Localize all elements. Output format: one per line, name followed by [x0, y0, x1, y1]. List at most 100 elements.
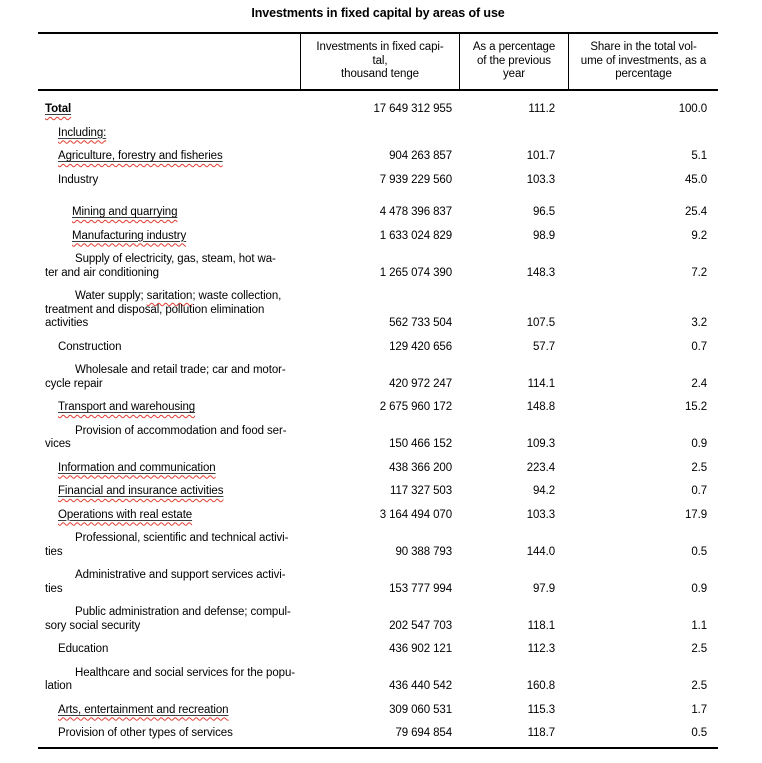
row-label: Including:	[38, 127, 300, 141]
investments-value: 438 366 200	[389, 461, 452, 474]
share-value: 0.5	[691, 545, 707, 558]
investments-value: 1 633 024 829	[379, 229, 452, 242]
pct-previous-year-value: 118.7	[527, 727, 556, 739]
row-label: Education	[38, 643, 300, 657]
table-row: Mining and quarrying 4 478 396 837 96.5 …	[38, 206, 718, 220]
row-label: Mining and quarrying	[38, 206, 300, 220]
table-row: Supply of electricity, gas, steam, hot w…	[38, 253, 718, 280]
investments-table: Investments in fixed capi- tal, thousand…	[38, 32, 718, 749]
table-title: Investments in fixed capital by areas of…	[251, 6, 505, 20]
col-header-pct-previous-year: As a percentage of the previous year	[459, 34, 568, 89]
table-row: Public administration and defense; compu…	[38, 606, 718, 633]
share-value: 7.2	[691, 266, 707, 279]
investments-value: 7 939 229 560	[379, 173, 452, 186]
row-label: Agriculture, forestry and fisheries	[38, 150, 300, 164]
label-text: Provision of other types of services	[58, 727, 233, 739]
share-value: 100.0	[678, 103, 707, 115]
investments-value: 309 060 531	[389, 703, 452, 716]
share-value: 1.1	[691, 619, 707, 632]
row-label: Industry	[38, 174, 300, 188]
table-row: Provision of other types of services 79 …	[38, 727, 718, 741]
investments-value: 202 547 703	[389, 619, 452, 632]
investments-value: 79 694 854	[395, 727, 452, 739]
share-value: 2.5	[691, 643, 707, 655]
investments-value: 153 777 994	[389, 582, 452, 595]
pct-previous-year-value: 103.3	[526, 508, 555, 521]
label-text: ; waste collection, treatment and dispos…	[45, 290, 282, 329]
table-row: Construction 129 420 656 57.7 0.7	[38, 341, 718, 355]
pct-previous-year-value: 148.3	[526, 266, 555, 279]
investments-value: 436 902 121	[389, 643, 452, 655]
misspelled-underlined-text: Mining and quarrying	[72, 206, 178, 218]
row-label: Total	[38, 103, 300, 117]
pct-previous-year-value: 148.8	[526, 401, 555, 413]
table-body: Total 17 649 312 955 111.2 100.0 Includi…	[38, 91, 718, 749]
label-text: Water supply;	[75, 290, 147, 302]
label-text: Healthcare and social services for the p…	[45, 666, 295, 693]
col-header-areas	[38, 34, 300, 89]
table-row: Healthcare and social services for the p…	[38, 667, 718, 694]
label-text: Education	[58, 643, 109, 655]
row-label: Operations with real estate	[38, 509, 300, 523]
misspelled-underlined-text: Operations with real estate	[58, 508, 193, 521]
misspelled-underlined-text: Manufacturing industry	[72, 229, 187, 242]
share-value: 9.2	[691, 229, 707, 242]
investments-value: 90 388 793	[395, 545, 452, 558]
pct-previous-year-value: 57.7	[533, 340, 555, 353]
row-label: Financial and insurance activities	[38, 485, 300, 499]
misspelled-underlined-text: Total	[45, 103, 72, 115]
investments-value: 150 466 152	[389, 438, 452, 450]
share-value: 3.2	[691, 317, 707, 329]
pct-previous-year-value: 114.1	[527, 377, 556, 390]
investments-value: 117 327 503	[390, 485, 452, 497]
pct-previous-year-value: 144.0	[526, 545, 555, 558]
share-value: 0.7	[691, 340, 707, 353]
table-row: Transport and warehousing 2 675 960 172 …	[38, 401, 718, 415]
row-label: Administrative and support services acti…	[38, 569, 300, 596]
table-row: Financial and insurance activities 117 3…	[38, 485, 718, 499]
table-row: Provision of accommodation and food ser-…	[38, 425, 718, 452]
pct-previous-year-value: 101.7	[526, 150, 555, 162]
table-row: Wholesale and retail trade; car and moto…	[38, 364, 718, 391]
investments-value: 904 263 857	[389, 150, 452, 162]
investments-value: 420 972 247	[389, 377, 452, 390]
share-value: 0.5	[691, 727, 707, 739]
share-value: 2.5	[691, 680, 707, 692]
table-row: Information and communication 438 366 20…	[38, 462, 718, 476]
misspelled-underlined-text: Including:	[58, 126, 107, 139]
label-text: Professional, scientific and technical a…	[45, 532, 289, 558]
label-text: Construction	[58, 340, 122, 353]
share-value: 0.9	[691, 582, 707, 595]
pct-previous-year-value: 109.3	[526, 438, 555, 450]
label-text: Wholesale and retail trade; car and moto…	[45, 364, 286, 390]
pct-previous-year-value: 98.9	[533, 229, 555, 242]
investments-value: 1 265 074 390	[379, 266, 452, 279]
share-value: 0.9	[691, 438, 707, 450]
pct-previous-year-value: 96.5	[533, 206, 555, 218]
table-row: Agriculture, forestry and fisheries 904 …	[38, 150, 718, 164]
row-label: Information and communication	[38, 462, 300, 476]
misspelled-underlined-text: Information and communication	[58, 461, 216, 474]
table-row: Administrative and support services acti…	[38, 569, 718, 596]
share-value: 5.1	[691, 150, 707, 162]
investments-value: 17 649 312 955	[373, 103, 452, 115]
share-value: 17.9	[685, 508, 707, 521]
misspelled-underlined-text: Financial and insurance activities	[58, 485, 224, 497]
table-row: Industry 7 939 229 560 103.3 45.0	[38, 174, 718, 188]
share-value: 1.7	[691, 703, 707, 716]
table-row: Education 436 902 121 112.3 2.5	[38, 643, 718, 657]
table-row: Water supply; saritation; waste collecti…	[38, 290, 718, 331]
col-header-investments: Investments in fixed capi- tal, thousand…	[300, 34, 459, 89]
row-label: Healthcare and social services for the p…	[38, 667, 300, 694]
pct-previous-year-value: 111.2	[528, 103, 555, 115]
table-row: Total 17 649 312 955 111.2 100.0	[38, 103, 718, 117]
row-label: Construction	[38, 341, 300, 355]
table-row: Manufacturing industry 1 633 024 829 98.…	[38, 230, 718, 244]
pct-previous-year-value: 118.1	[527, 619, 556, 632]
row-label: Arts, entertainment and recreation	[38, 704, 300, 718]
row-label: Professional, scientific and technical a…	[38, 532, 300, 559]
share-value: 45.0	[685, 173, 707, 186]
investments-value: 436 440 542	[389, 680, 452, 692]
pct-previous-year-value: 112.3	[527, 643, 556, 655]
